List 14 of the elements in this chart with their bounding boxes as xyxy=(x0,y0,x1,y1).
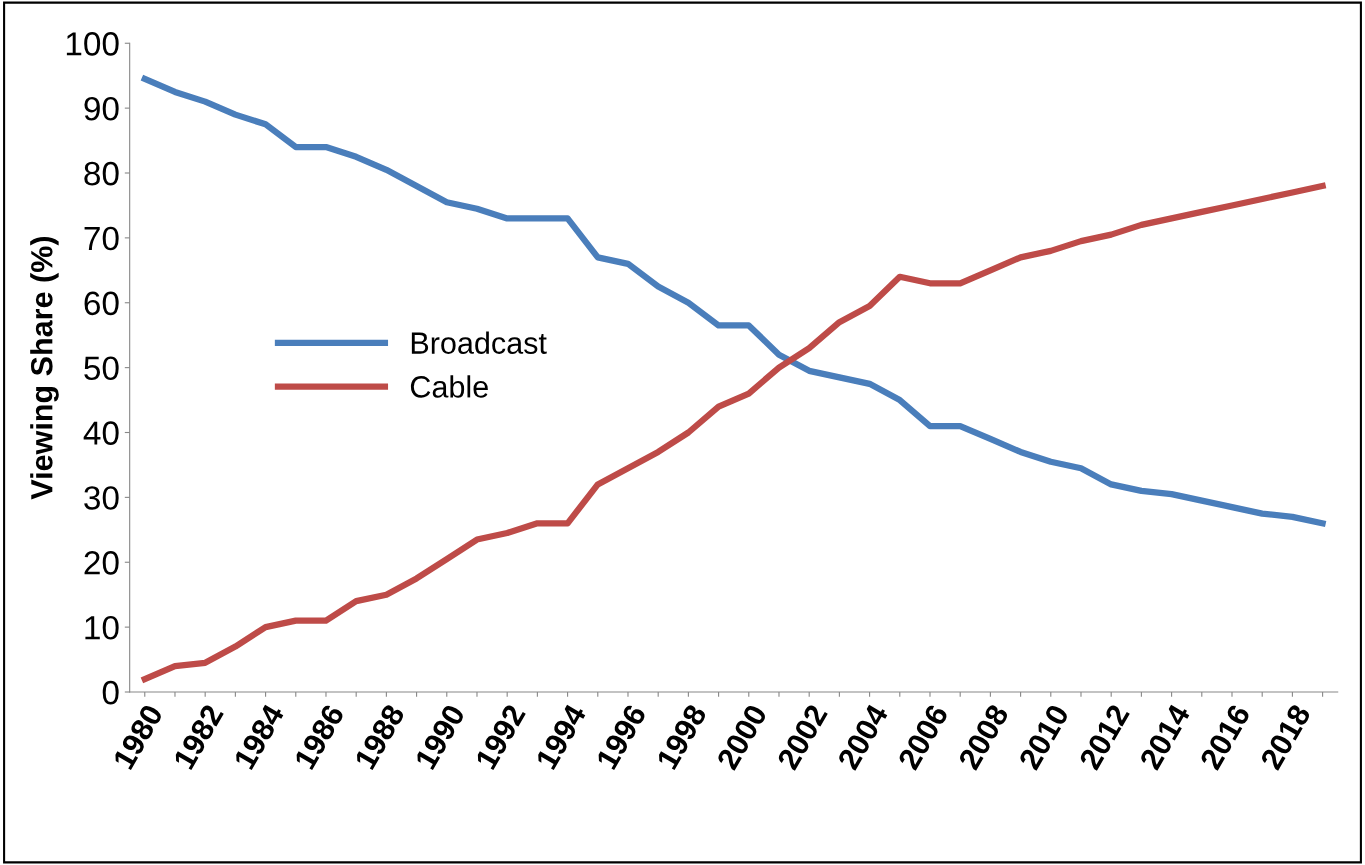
y-tick-label: 40 xyxy=(83,421,119,445)
y-axis-title: Viewing Share (%) xyxy=(30,236,59,500)
y-tick-label: 30 xyxy=(84,486,119,510)
y-tick-label: 50 xyxy=(84,356,119,381)
y-tick-label: 20 xyxy=(84,551,119,575)
legend-label: Broadcast xyxy=(411,331,547,354)
y-tick-label: 100 xyxy=(66,32,119,56)
y-tick-label: 60 xyxy=(84,291,119,316)
y-tick-label: 70 xyxy=(84,226,119,251)
y-tick-label: 10 xyxy=(85,615,119,640)
legend-label: Cable xyxy=(410,375,488,398)
y-tick-label: 80 xyxy=(84,161,119,186)
y-tick-label: 90 xyxy=(84,96,119,121)
y-tick-label: 0 xyxy=(102,680,119,705)
